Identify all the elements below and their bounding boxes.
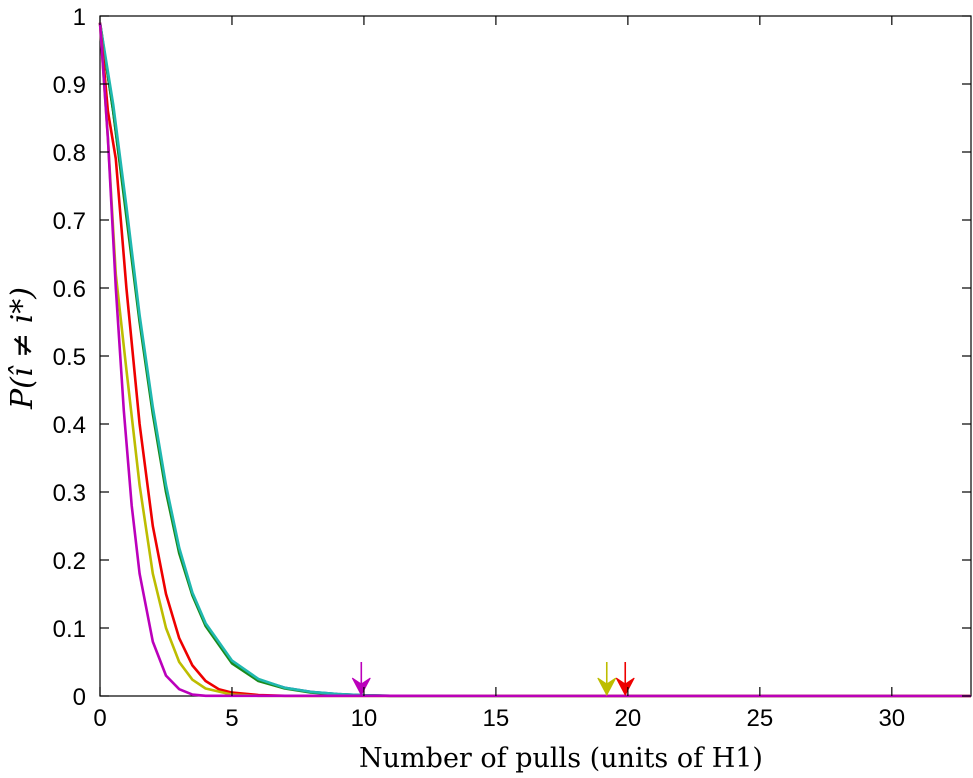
y-tick-label: 0.4 [53, 412, 86, 439]
x-tick-label: 0 [93, 705, 106, 732]
x-tick-label: 10 [351, 705, 378, 732]
y-tick-label: 1 [73, 4, 86, 31]
marker-layer [351, 662, 635, 697]
y-tick-label: 0.5 [53, 344, 86, 371]
series-line [98, 22, 972, 698]
series-line [98, 22, 972, 698]
y-tick-label: 0.1 [53, 616, 86, 643]
x-axis-title: Number of pulls (units of H1) [359, 743, 763, 774]
x-tick-label: 25 [746, 705, 773, 732]
series-line [98, 22, 972, 698]
y-tick-label: 0 [73, 684, 86, 711]
y-tick-label: 0.2 [53, 548, 86, 575]
x-tick-label: 20 [615, 705, 642, 732]
y-axis-title: P(î ≠ i*) [5, 287, 40, 410]
x-tick-label: 30 [878, 705, 905, 732]
plot-border [99, 15, 972, 697]
series-line [98, 22, 972, 698]
series-layer [98, 22, 972, 698]
x-tick-label: 5 [225, 705, 238, 732]
series-line [98, 22, 972, 698]
arrow-marker [351, 662, 371, 697]
y-tick-label: 0.9 [53, 72, 86, 99]
x-tick-label: 15 [483, 705, 510, 732]
series-line [98, 22, 972, 698]
axes-frame [99, 15, 972, 697]
arrow-marker [615, 662, 635, 697]
y-tick-label: 0.8 [53, 140, 86, 167]
y-tick-label: 0.6 [53, 276, 86, 303]
y-tick-label: 0.7 [53, 208, 86, 235]
arrow-marker [597, 662, 617, 697]
y-tick-label: 0.3 [53, 480, 86, 507]
tick-layer: 0 5 10 15 20 25 30 0 0.1 0.2 0.3 0.4 0.5 0.6 0.7 0.8 0.9… [53, 4, 971, 732]
